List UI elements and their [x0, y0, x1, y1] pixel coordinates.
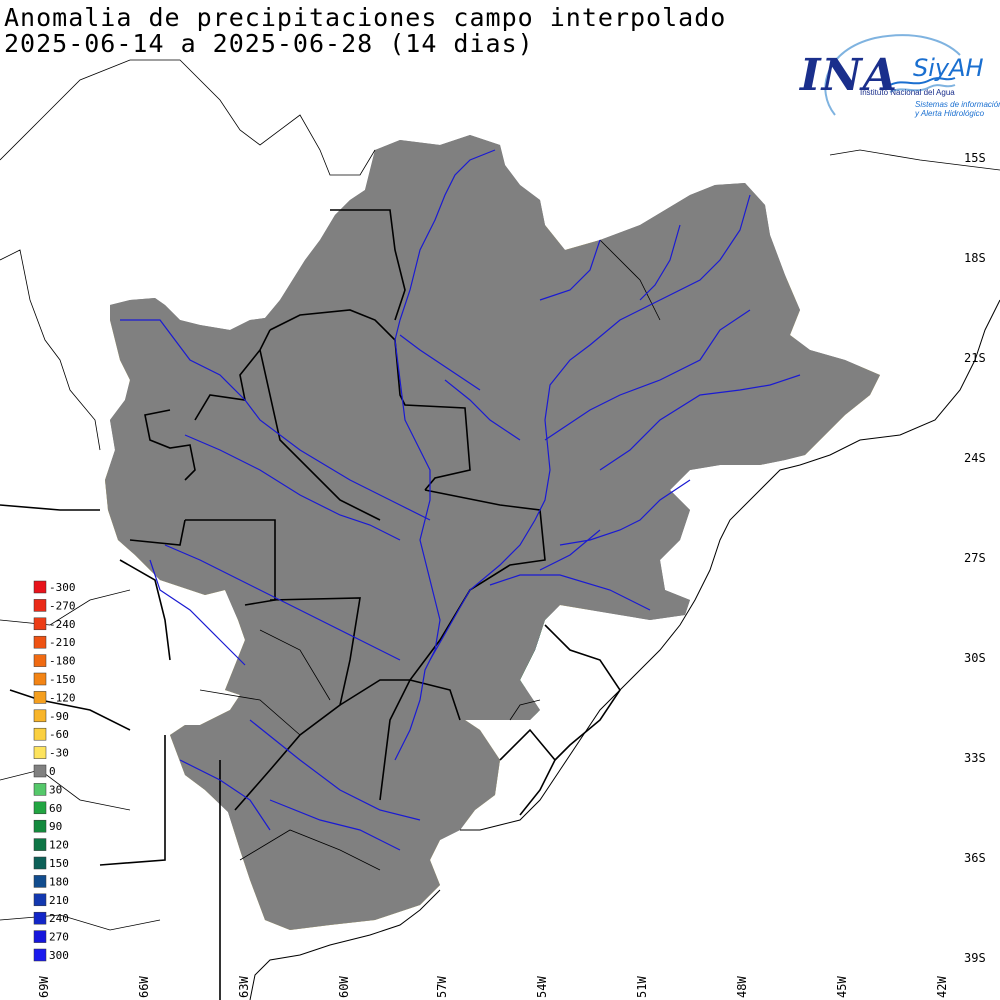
legend-swatch — [33, 893, 47, 907]
lon-label: 45W — [835, 976, 849, 998]
logo-ina-text: INA — [800, 50, 898, 101]
legend-label: -180 — [49, 655, 76, 668]
lat-label: 18S — [964, 251, 986, 265]
lon-label: 54W — [535, 976, 549, 998]
legend-swatch — [33, 599, 47, 612]
map-date-range: 2025-06-14 a 2025-06-28 (14 dias) — [4, 29, 534, 58]
legend-swatch — [33, 930, 47, 943]
lon-label: 57W — [435, 976, 449, 998]
legend-swatch — [33, 635, 47, 649]
legend-label: 210 — [49, 894, 69, 907]
lat-label: 21S — [964, 351, 986, 365]
ina-siyah-logo: INA SiyAH Instituto Nacional del Agua Si… — [795, 30, 1000, 130]
lat-label: 27S — [964, 551, 986, 565]
coastline-south — [249, 889, 441, 1000]
lon-label: 69W — [37, 976, 51, 998]
legend-label: -90 — [49, 710, 69, 723]
lon-label: 51W — [635, 976, 649, 998]
logo-institute: Instituto Nacional del Agua — [860, 88, 955, 97]
legend-swatch — [33, 838, 47, 851]
color-legend: -300-270-240-210-180-150-120-90-60-30030… — [33, 580, 76, 962]
legend-label: 270 — [49, 931, 69, 944]
legend-swatch — [33, 672, 47, 686]
river-network — [120, 149, 801, 851]
longitude-axis: 69W 66W 63W 60W 57W 54W 51W 48W 45W 42W — [37, 976, 949, 998]
logo-siyah-text: SiyAH — [913, 54, 984, 82]
legend-swatch — [33, 764, 47, 778]
legend-swatch — [33, 856, 47, 870]
legend-swatch — [33, 727, 47, 741]
legend-label: -150 — [49, 673, 76, 686]
legend-swatch — [33, 875, 47, 888]
lon-label: 66W — [137, 976, 151, 998]
legend-swatch — [33, 654, 47, 667]
legend-swatch — [33, 948, 47, 962]
legend-label: -270 — [49, 599, 76, 612]
legend-label: -210 — [49, 636, 76, 649]
lat-label: 15S — [964, 151, 986, 165]
logo-swoosh-icon — [824, 34, 961, 116]
legend-swatch — [33, 709, 47, 723]
lat-label: 33S — [964, 751, 986, 765]
legend-label: -30 — [49, 747, 69, 760]
lon-label: 63W — [237, 976, 251, 998]
legend-swatch — [33, 911, 47, 925]
logo-tagline-1: Sistemas de información — [915, 100, 1000, 109]
administrative-lines — [0, 59, 1000, 931]
legend-label: 240 — [49, 912, 69, 925]
legend-swatch — [33, 617, 47, 631]
lat-label: 39S — [964, 951, 986, 965]
legend-label: 120 — [49, 839, 69, 852]
legend-label: 60 — [49, 802, 62, 815]
legend-swatch — [33, 691, 47, 704]
lon-label: 42W — [935, 976, 949, 998]
legend-label: -300 — [49, 581, 76, 594]
legend-label: 0 — [49, 765, 56, 778]
legend-label: 150 — [49, 857, 69, 870]
legend-swatch — [33, 746, 47, 759]
legend-label: -60 — [49, 728, 69, 741]
logo-tagline-2: y Alerta Hidrológico — [915, 109, 985, 118]
map-title: Anomalia de precipitaciones campo interp… — [4, 3, 727, 32]
lat-label: 24S — [964, 451, 986, 465]
legend-label: 90 — [49, 820, 62, 833]
lon-label: 60W — [337, 976, 351, 998]
legend-label: 30 — [49, 783, 62, 796]
legend-swatch — [33, 783, 47, 796]
legend-label: -240 — [49, 618, 76, 631]
legend-label: -120 — [49, 691, 76, 704]
legend-label: 300 — [49, 949, 69, 962]
political-borders — [0, 209, 621, 1000]
lon-label: 48W — [735, 976, 749, 998]
lat-label: 36S — [964, 851, 986, 865]
latitude-axis: 15S 18S 21S 24S 27S 30S 33S 36S 39S — [964, 151, 986, 965]
legend-swatch — [33, 580, 47, 594]
legend-label: 180 — [49, 875, 69, 888]
lat-label: 30S — [964, 651, 986, 665]
legend-swatch — [33, 819, 47, 833]
legend-swatch — [33, 801, 47, 815]
coastline — [460, 299, 1000, 831]
